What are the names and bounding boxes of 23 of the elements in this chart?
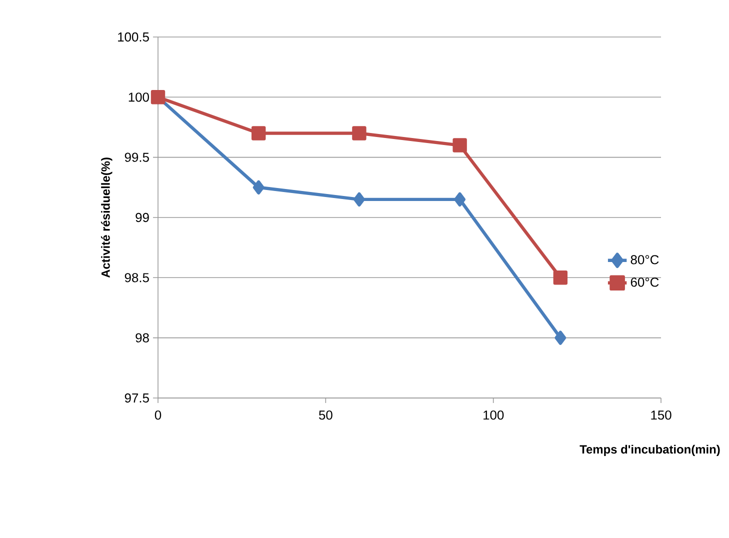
point [252,126,266,140]
point [252,180,264,194]
y-tick-label: 97.5 [124,393,149,403]
point [353,192,365,207]
y-axis-title: Activité résiduelle(%) [100,158,112,278]
point [352,126,366,140]
legend-label: 60°C [630,278,659,287]
x-tick-label: 150 [651,410,672,420]
point [454,192,466,207]
x-tick-label: 50 [318,410,332,420]
point [553,270,568,285]
point [452,138,467,152]
y-tick-label: 99 [136,212,149,222]
x-axis-title: Temps d'incubation(min) [580,444,720,456]
y-tick-label: 100.5 [118,32,149,42]
y-tick-label: 99.5 [124,152,149,162]
x-tick-label: 100 [484,410,504,420]
y-tick-label: 98 [136,333,149,342]
point [554,330,566,345]
y-tick-label: 100 [128,92,149,102]
x-tick-label: 0 [154,410,162,420]
y-tick-label: 98.5 [124,273,149,282]
legend-label: 80°C [630,255,659,264]
